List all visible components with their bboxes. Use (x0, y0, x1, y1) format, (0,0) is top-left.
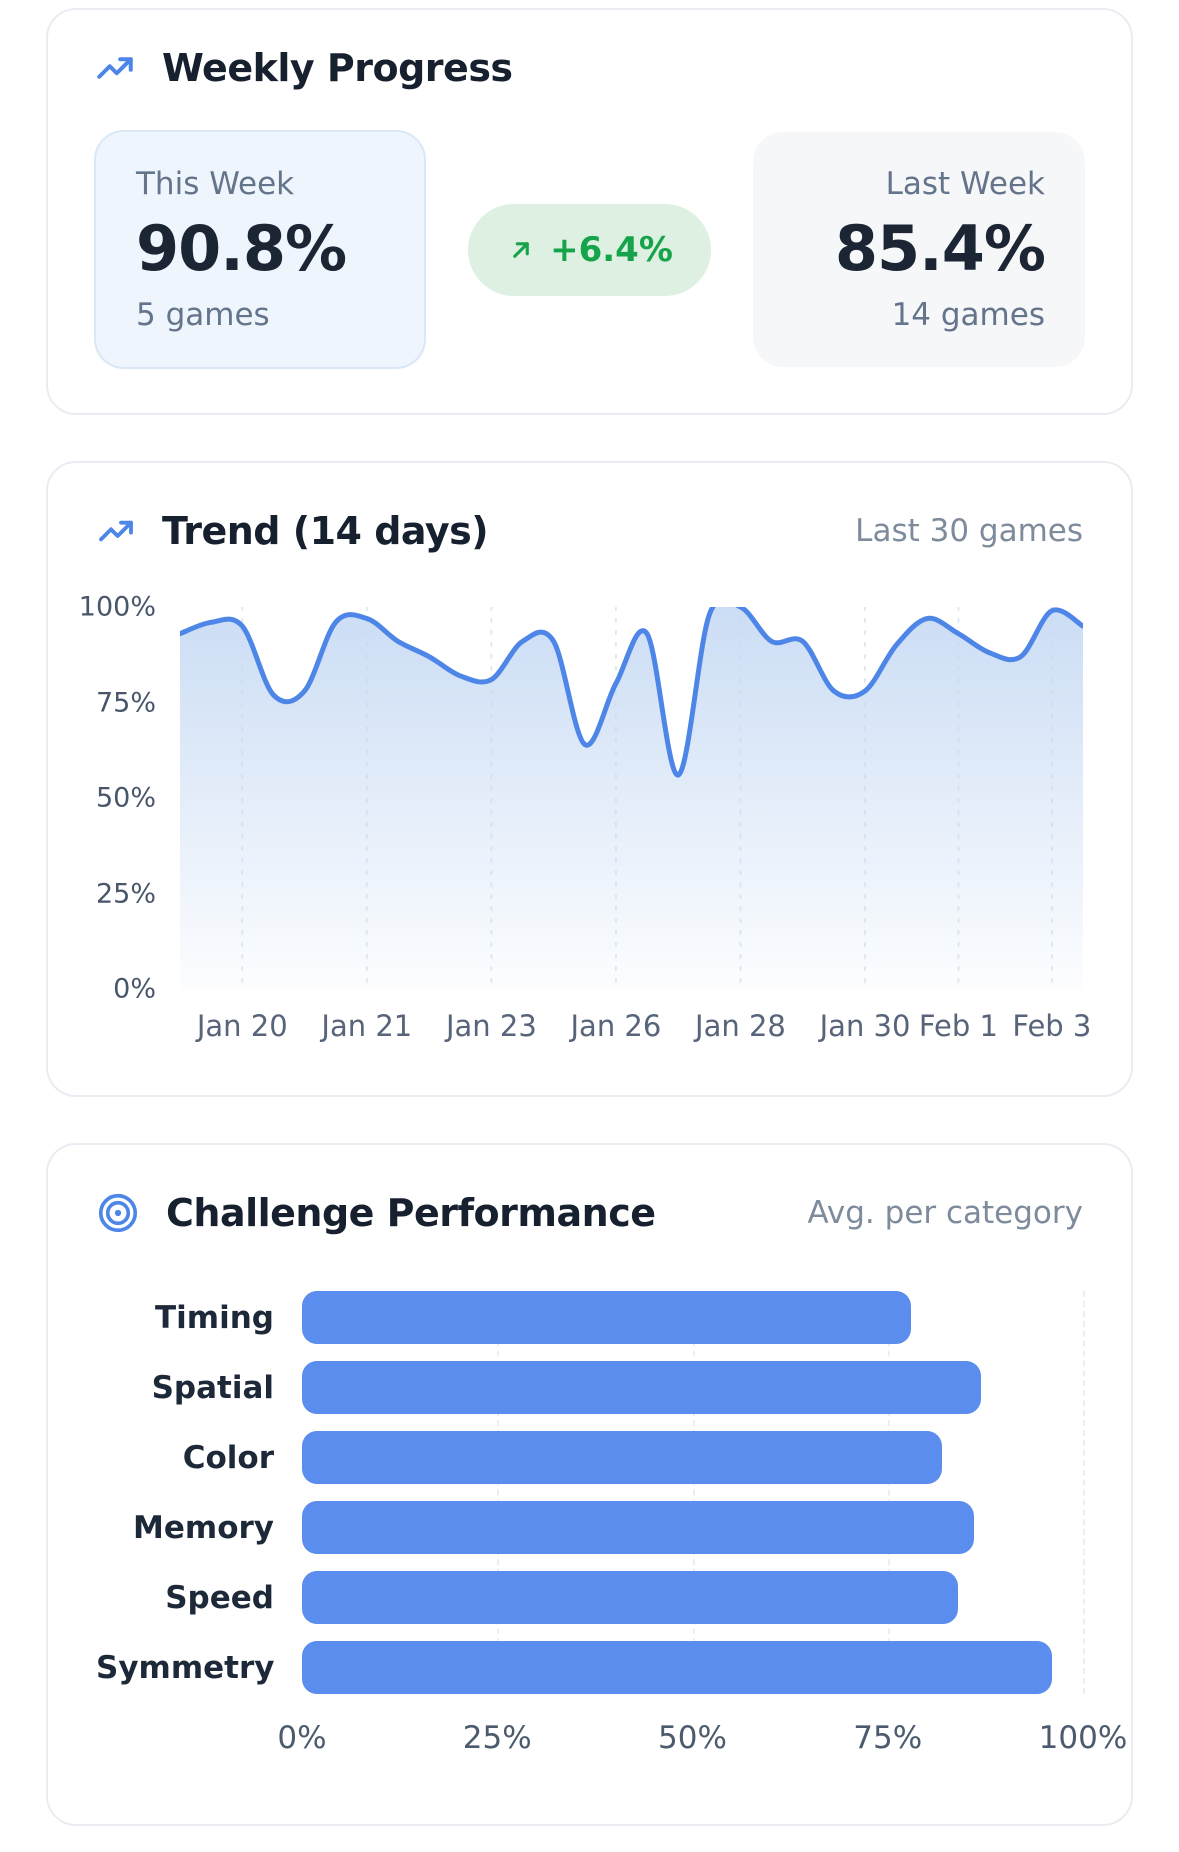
trend-x-axis: Jan 20 Jan 21 Jan 23 Jan 26 Jan 28 Jan 30 Feb … (180, 1009, 1092, 1055)
bar-row-color: Color (96, 1431, 1083, 1484)
bar-x-tick: 50% (658, 1720, 727, 1756)
trend-x-tick: Jan 30 (819, 1009, 911, 1043)
trend-subtitle: Last 30 games (855, 513, 1083, 549)
trend-header: Trend (14 days) Last 30 games (96, 509, 1083, 553)
weekly-stats-row: This Week 90.8% 5 games +6.4% Last Week … (94, 130, 1085, 369)
bar-track (302, 1571, 1083, 1624)
bar-x-tick: 25% (462, 1720, 532, 1756)
bar-x-tick: 0% (277, 1720, 327, 1756)
challenge-title: Challenge Performance (166, 1191, 656, 1235)
bar-row-speed: Speed (96, 1571, 1083, 1624)
challenge-performance-card: Challenge Performance Avg. per category … (46, 1143, 1133, 1826)
bar-fill (302, 1571, 959, 1624)
bar-grid (302, 1291, 1085, 1694)
bar-fill (302, 1361, 982, 1414)
bar-category-label: Symmetry (96, 1649, 275, 1686)
last-week-games: 14 games (891, 297, 1045, 333)
bar-fill (302, 1431, 943, 1484)
bar-track (302, 1291, 1083, 1344)
bar-x-tick: 100% (1038, 1720, 1128, 1756)
bar-category-label: Speed (165, 1579, 274, 1616)
bar-category-label: Spatial (151, 1369, 274, 1406)
bar-category-label: Color (182, 1439, 274, 1476)
trend-x-tick: Jan 26 (570, 1009, 662, 1043)
bar-chart: Timing Spatial Color Memory Speed Symmetry (96, 1291, 1085, 1694)
bar-row-symmetry: Symmetry (96, 1641, 1083, 1694)
trend-x-tick: Feb 1 (918, 1009, 998, 1043)
this-week-value: 90.8% (136, 212, 347, 285)
this-week-stat: This Week 90.8% 5 games (94, 130, 426, 369)
bar-category-label: Timing (155, 1299, 274, 1336)
bar-gridline (1083, 1291, 1085, 1694)
bar-category-label: Memory (133, 1509, 274, 1546)
bar-track (302, 1361, 1083, 1414)
this-week-games: 5 games (136, 297, 270, 333)
trend-y-tick: 25% (95, 878, 156, 909)
bar-x-axis: 0% 25% 50% 75% 100% (277, 1720, 1127, 1764)
bar-x-tick: 75% (853, 1720, 923, 1756)
trend-y-tick: 100% (78, 591, 156, 623)
bar-row-memory: Memory (96, 1501, 1083, 1554)
trend-x-tick: Jan 28 (695, 1009, 786, 1043)
weekly-progress-header: Weekly Progress (94, 46, 1085, 90)
trend-x-tick: Feb 3 (1012, 1009, 1092, 1043)
bar-gridline (692, 1291, 695, 1694)
trend-y-tick: 50% (95, 782, 156, 814)
challenge-header: Challenge Performance Avg. per category (96, 1191, 1083, 1235)
bar-row-timing: Timing (96, 1291, 1083, 1344)
delta-value: +6.4% (550, 229, 673, 270)
last-week-value: 85.4% (834, 212, 1046, 285)
trend-x-tick: Jan 23 (445, 1009, 537, 1043)
bar-gridline (497, 1291, 500, 1694)
trend-y-tick: 0% (113, 973, 156, 1005)
trend-x-tick: Jan 20 (196, 1009, 288, 1043)
arrow-up-right-icon (506, 235, 536, 265)
trend-chart-svg (180, 607, 1083, 989)
trend-x-tick: Jan 21 (321, 1009, 413, 1043)
bar-track (302, 1641, 1083, 1694)
bar-chart-rows: Timing Spatial Color Memory Speed Symmetry (96, 1291, 1083, 1694)
challenge-subtitle: Avg. per category (807, 1195, 1083, 1231)
trend-chart: 0% 25% 50% 75% 100% (79, 592, 1083, 1005)
trend-plot-area (180, 607, 1083, 989)
weekly-progress-title: Weekly Progress (162, 46, 513, 90)
trending-up-icon (96, 511, 136, 551)
this-week-label: This Week (136, 166, 295, 202)
target-icon (96, 1191, 140, 1235)
last-week-stat: Last Week 85.4% 14 games (752, 132, 1085, 367)
trend-y-axis: 0% 25% 50% 75% 100% (79, 592, 180, 1005)
bar-track (302, 1431, 1083, 1484)
bar-fill (302, 1641, 1052, 1694)
weekly-progress-card: Weekly Progress This Week 90.8% 5 games … (46, 8, 1133, 415)
bar-fill (302, 1291, 912, 1344)
bar-row-spatial: Spatial (96, 1361, 1083, 1414)
trend-y-tick: 75% (95, 687, 156, 718)
bar-fill (302, 1501, 974, 1554)
trend-title: Trend (14 days) (162, 509, 489, 553)
trend-card: Trend (14 days) Last 30 games 0% 25% 50% 75… (46, 461, 1133, 1097)
bar-track (302, 1501, 1083, 1554)
trending-up-icon (94, 47, 136, 89)
last-week-label: Last Week (885, 166, 1045, 202)
bar-gridline (887, 1291, 890, 1694)
delta-badge: +6.4% (468, 203, 711, 296)
